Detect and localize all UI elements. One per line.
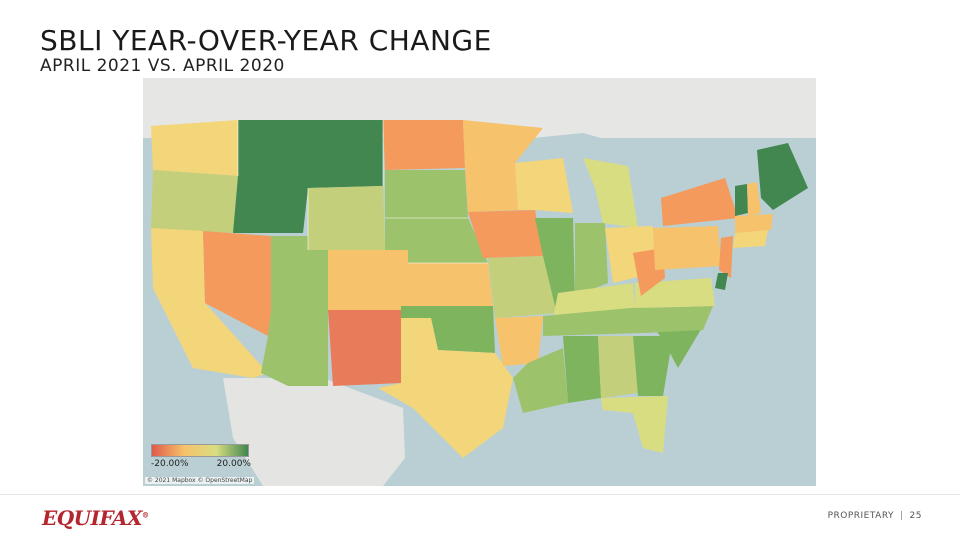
choropleth-map[interactable]: -20.00% 20.00% © 2021 Mapbox © OpenStree… [143, 78, 816, 486]
us-states-map [143, 78, 816, 486]
mexico-land [223, 378, 405, 486]
state-wi[interactable] [515, 158, 573, 213]
state-fl[interactable] [601, 396, 668, 453]
state-mi[interactable] [583, 158, 638, 228]
state-tn[interactable] [543, 306, 653, 336]
state-ar[interactable] [495, 316, 543, 366]
state-il[interactable] [535, 218, 575, 306]
state-ny[interactable] [661, 178, 738, 226]
logo-registered-mark: ® [142, 510, 149, 520]
state-or[interactable] [151, 170, 238, 233]
state-ky[interactable] [553, 283, 635, 318]
state-mo[interactable] [488, 256, 558, 318]
state-nm[interactable] [328, 310, 401, 386]
state-co[interactable] [328, 250, 408, 310]
state-nj[interactable] [719, 236, 733, 278]
lake-huron [643, 163, 683, 198]
state-pa[interactable] [653, 226, 721, 270]
state-ia[interactable] [468, 210, 543, 258]
lake-superior [533, 133, 608, 150]
state-nv[interactable] [203, 231, 271, 336]
state-mt-id[interactable] [233, 120, 383, 233]
state-vt[interactable] [735, 184, 748, 216]
state-in[interactable] [575, 223, 608, 296]
state-mn[interactable] [463, 120, 543, 212]
proprietary-label: PROPRIETARY [827, 511, 894, 521]
legend-max-label: 20.00% [216, 459, 251, 469]
state-me[interactable] [757, 143, 808, 210]
state-nd[interactable] [383, 120, 465, 170]
state-nh[interactable] [747, 182, 761, 216]
footer-separator: | [900, 511, 904, 521]
page-title: SBLI YEAR-OVER-YEAR CHANGE [40, 24, 492, 57]
legend-gradient-bar [151, 444, 249, 457]
state-tx[interactable] [378, 318, 513, 458]
state-borders [237, 120, 488, 264]
state-ma[interactable] [735, 214, 773, 233]
state-wy[interactable] [308, 186, 385, 250]
state-nc[interactable] [643, 306, 713, 333]
state-wa[interactable] [151, 120, 238, 176]
footer-divider [0, 494, 960, 495]
map-legend: -20.00% 20.00% [151, 444, 251, 469]
state-ut[interactable] [271, 236, 328, 310]
state-al[interactable] [598, 336, 638, 398]
state-de[interactable] [715, 273, 728, 290]
state-ok[interactable] [401, 306, 495, 353]
state-ct-ri[interactable] [733, 230, 768, 248]
state-sc[interactable] [653, 326, 703, 368]
state-ca[interactable] [151, 228, 268, 378]
logo-text: EQUIFAX [42, 506, 143, 530]
state-sd[interactable] [385, 170, 468, 218]
state-ms[interactable] [563, 336, 601, 403]
footer-info: PROPRIETARY | 25 [828, 511, 922, 521]
legend-min-label: -20.00% [151, 459, 189, 469]
page-number: 25 [909, 511, 922, 521]
state-la-ms[interactable] [513, 348, 568, 413]
state-ga[interactable] [633, 336, 673, 396]
page-subtitle: APRIL 2021 VS. APRIL 2020 [40, 56, 285, 76]
state-ks[interactable] [408, 263, 493, 306]
equifax-logo: EQUIFAX® [42, 506, 149, 530]
map-attribution[interactable]: © 2021 Mapbox © OpenStreetMap [145, 477, 255, 484]
state-az[interactable] [261, 310, 328, 386]
state-ne[interactable] [385, 218, 488, 263]
